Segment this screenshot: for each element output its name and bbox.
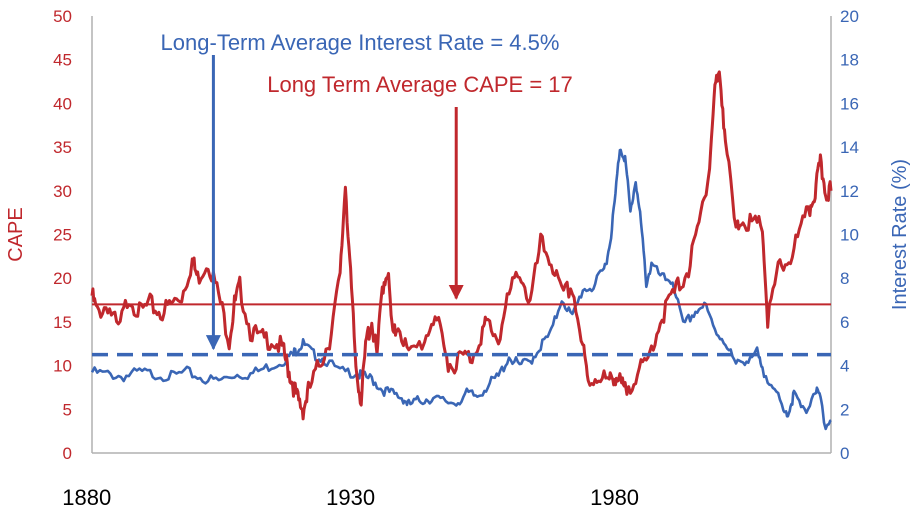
right-tick-label: 16 [840,94,859,113]
left-tick-label: 10 [53,357,72,376]
left-tick-label: 20 [53,269,72,288]
left-tick-label: 25 [53,226,72,245]
right-tick-label: 20 [840,7,859,26]
x-tick-label: 1980 [590,485,639,510]
annotations: Long-Term Average Interest Rate = 4.5% Lo… [161,30,573,351]
x-tick-label: 1930 [326,485,375,510]
left-tick-label: 40 [53,94,72,113]
right-tick-label: 10 [840,226,859,245]
right-tick-label: 4 [840,357,849,376]
reference-lines [92,303,831,357]
left-tick-label: 15 [53,313,72,332]
left-axis-ticks: 0 5 10 15 20 25 30 35 40 45 50 [53,7,72,463]
interest-rate-series-line [90,148,832,431]
left-tick-label: 0 [63,444,72,463]
left-axis-label: CAPE [5,207,27,261]
x-axis-ticks: 1880 1930 1980 [62,485,639,510]
right-tick-label: 6 [840,313,849,332]
cape-annotation-text: Long Term Average CAPE = 17 [267,72,573,97]
right-tick-label: 8 [840,269,849,288]
left-tick-label: 50 [53,7,72,26]
right-tick-label: 12 [840,182,859,201]
left-tick-label: 35 [53,138,72,157]
left-tick-label: 45 [53,51,72,70]
left-tick-label: 30 [53,182,72,201]
rate-annotation-text: Long-Term Average Interest Rate = 4.5% [161,30,560,55]
series-layer [90,70,833,431]
cape-series-line [90,70,833,421]
left-tick-label: 5 [63,400,72,419]
right-tick-label: 18 [840,51,859,70]
right-tick-label: 0 [840,444,849,463]
right-tick-label: 2 [840,400,849,419]
right-axis-ticks: 0 2 4 6 8 10 12 14 16 18 20 [840,7,859,463]
x-tick-label: 1880 [62,485,111,510]
right-tick-label: 14 [840,138,859,157]
right-axis-label: Interest Rate (%) [889,159,911,310]
axes [91,16,832,454]
